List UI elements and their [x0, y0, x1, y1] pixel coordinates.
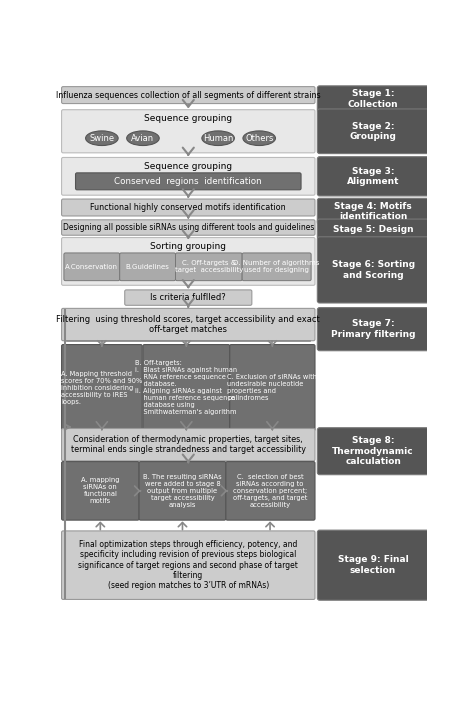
Text: C.  selection of best
siRNAs according to
conservation percent;
off-targets, and: C. selection of best siRNAs according to… — [233, 474, 307, 508]
Text: Stage 8:
Thermodynamic
calculation: Stage 8: Thermodynamic calculation — [332, 436, 414, 466]
Text: Sequence grouping: Sequence grouping — [144, 114, 232, 123]
FancyBboxPatch shape — [317, 86, 429, 112]
Text: Stage 4: Motifs
identification: Stage 4: Motifs identification — [334, 201, 412, 221]
FancyBboxPatch shape — [317, 237, 429, 303]
FancyBboxPatch shape — [62, 157, 315, 195]
FancyBboxPatch shape — [62, 531, 315, 599]
FancyBboxPatch shape — [143, 345, 230, 431]
Ellipse shape — [202, 131, 235, 145]
Text: Avian: Avian — [131, 134, 155, 143]
Text: Designing all possible siRNAs using different tools and guidelines: Designing all possible siRNAs using diff… — [63, 223, 314, 232]
FancyBboxPatch shape — [62, 220, 315, 235]
Text: Consideration of thermodynamic properties, target sites,
terminal ends single st: Consideration of thermodynamic propertie… — [71, 435, 306, 454]
Text: A. mapping
siRNAs on
functional
motifs: A. mapping siRNAs on functional motifs — [81, 477, 119, 504]
Text: C. Exclusion of siRNAs with
undesirable nucleotide
properties and
palindromes: C. Exclusion of siRNAs with undesirable … — [228, 374, 318, 401]
Text: Influenza sequences collection of all segments of different strains: Influenza sequences collection of all se… — [56, 91, 320, 99]
Text: Sequence grouping: Sequence grouping — [144, 162, 232, 171]
Text: B. Off-targets:
i.  Blast siRNAs against human
    RNA reference sequence
    da: B. Off-targets: i. Blast siRNAs against … — [135, 360, 237, 415]
Text: Stage 1:
Collection: Stage 1: Collection — [348, 89, 399, 108]
Text: Conserved  regions  identification: Conserved regions identification — [115, 177, 262, 186]
FancyBboxPatch shape — [230, 345, 315, 431]
FancyBboxPatch shape — [125, 290, 252, 306]
FancyBboxPatch shape — [139, 462, 226, 520]
Text: Stage 3:
Alignment: Stage 3: Alignment — [347, 167, 400, 186]
FancyBboxPatch shape — [317, 308, 429, 351]
FancyBboxPatch shape — [120, 253, 175, 281]
Text: Stage 7:
Primary filtering: Stage 7: Primary filtering — [331, 320, 415, 339]
FancyBboxPatch shape — [175, 253, 242, 281]
FancyBboxPatch shape — [62, 86, 315, 104]
FancyBboxPatch shape — [62, 462, 139, 520]
FancyBboxPatch shape — [317, 157, 429, 196]
FancyBboxPatch shape — [317, 428, 429, 475]
Ellipse shape — [86, 131, 118, 145]
Text: Human: Human — [203, 134, 233, 143]
Ellipse shape — [127, 131, 159, 145]
Text: Filtering  using threshold scores, target accessibility and exact
off-target mat: Filtering using threshold scores, target… — [56, 315, 320, 334]
FancyBboxPatch shape — [317, 109, 429, 154]
Ellipse shape — [243, 131, 275, 145]
FancyBboxPatch shape — [62, 428, 315, 461]
FancyBboxPatch shape — [64, 253, 120, 281]
Text: Stage 9: Final
selection: Stage 9: Final selection — [338, 555, 409, 575]
Text: A. Mapping threshold
scores for 70% and 90%
inhibition considering
accessibility: A. Mapping threshold scores for 70% and … — [61, 371, 143, 405]
Text: B. The resulting siRNAs
were added to stage 8
output from multiple
target access: B. The resulting siRNAs were added to st… — [143, 474, 222, 508]
Text: Is criteria fulflled?: Is criteria fulflled? — [150, 293, 226, 302]
Text: Stage 6: Sorting
and Scoring: Stage 6: Sorting and Scoring — [331, 260, 415, 279]
FancyBboxPatch shape — [317, 199, 429, 225]
Text: C. Off-targets &
target  accessibility: C. Off-targets & target accessibility — [174, 260, 243, 273]
Text: D. Number of algorithms
used for designing: D. Number of algorithms used for designi… — [234, 260, 320, 273]
FancyBboxPatch shape — [317, 530, 429, 601]
Text: Stage 2:
Grouping: Stage 2: Grouping — [350, 121, 397, 141]
Text: Others: Others — [245, 134, 273, 143]
FancyBboxPatch shape — [62, 110, 315, 153]
FancyBboxPatch shape — [75, 173, 301, 190]
FancyBboxPatch shape — [317, 219, 429, 239]
Text: Functional highly conserved motifs identification: Functional highly conserved motifs ident… — [91, 203, 286, 212]
FancyBboxPatch shape — [62, 238, 315, 285]
Text: Final optimization steps through efficiency, potency, and
specificity including : Final optimization steps through efficie… — [78, 540, 298, 591]
FancyBboxPatch shape — [62, 199, 315, 216]
Text: Sorting grouping: Sorting grouping — [150, 242, 226, 251]
Text: Stage 5: Design: Stage 5: Design — [333, 225, 413, 233]
FancyBboxPatch shape — [226, 462, 315, 520]
Text: Swine: Swine — [89, 134, 114, 143]
Text: A.Conservation: A.Conservation — [65, 264, 118, 270]
FancyBboxPatch shape — [62, 308, 315, 341]
FancyBboxPatch shape — [62, 345, 142, 431]
Text: B.Guidelines: B.Guidelines — [126, 264, 170, 270]
FancyBboxPatch shape — [242, 253, 311, 281]
